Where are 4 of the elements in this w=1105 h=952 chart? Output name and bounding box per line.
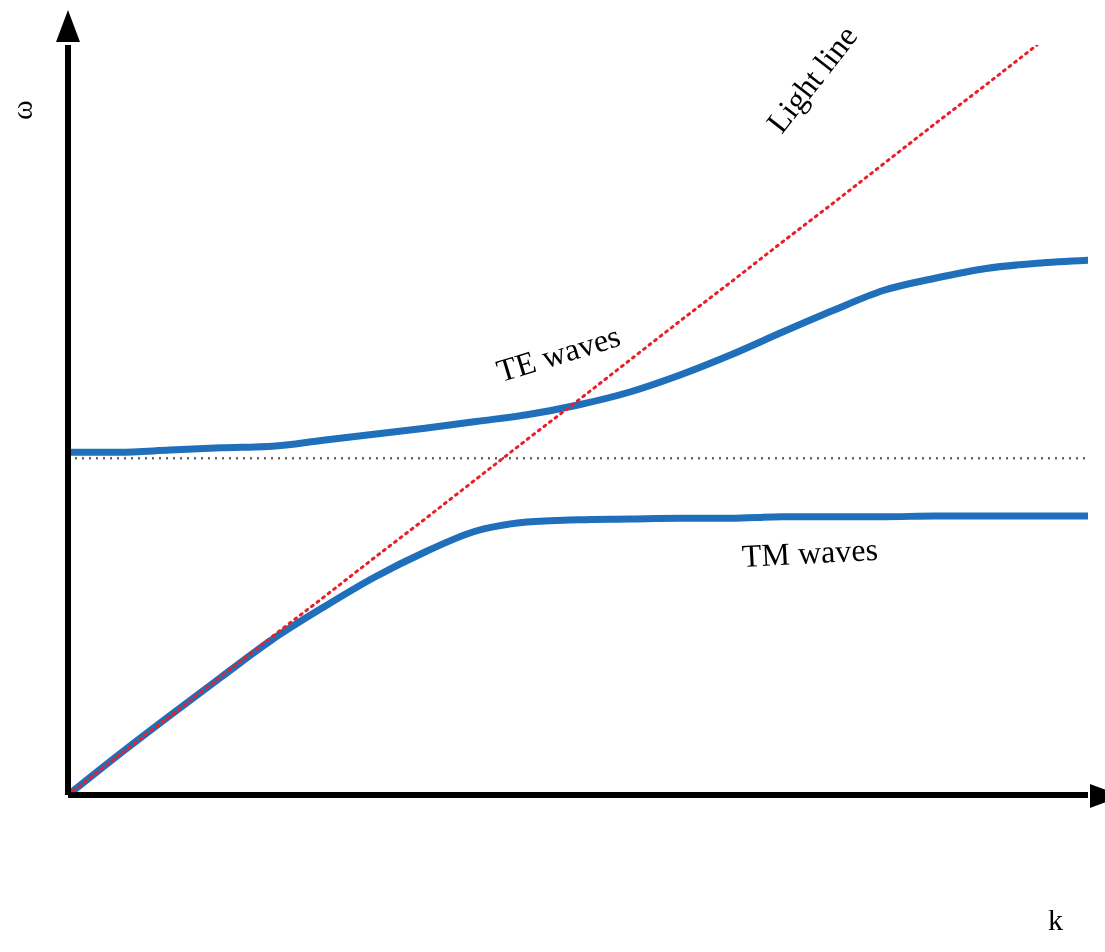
series-label: TM waves bbox=[741, 530, 879, 575]
text: TE waves bbox=[492, 317, 625, 390]
x-axis-title: k bbox=[1048, 903, 1063, 937]
y-axis-title: ω bbox=[4, 100, 39, 120]
